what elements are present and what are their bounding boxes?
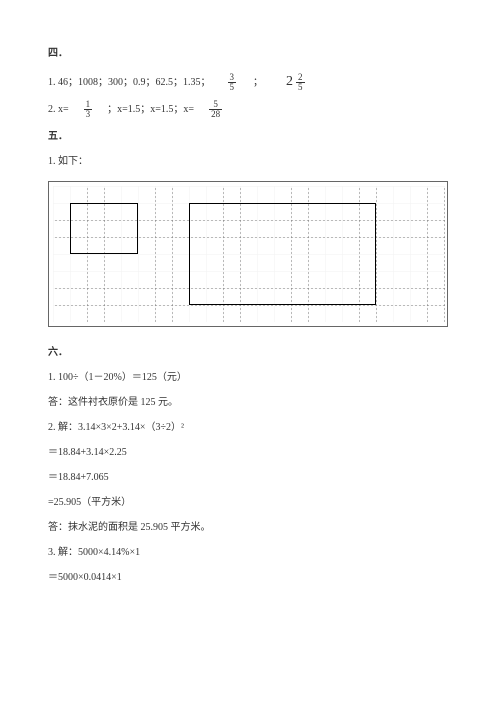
rect-large bbox=[189, 203, 376, 305]
s4-line2-b: ；x=1.5；x=1.5；x= bbox=[107, 104, 194, 115]
frac-den: 3 bbox=[84, 110, 93, 119]
s6-line: 答：这件衬衣原价是 125 元。 bbox=[48, 393, 452, 412]
mixed-whole: 2 bbox=[286, 69, 293, 96]
frac-den: 28 bbox=[209, 110, 222, 119]
s4-line1-text: 1. 46；1008；300；0.9；62.5；1.35； bbox=[48, 77, 211, 88]
s6-line: =25.905（平方米） bbox=[48, 493, 452, 512]
s6-line: ＝18.84+3.14×2.25 bbox=[48, 443, 452, 462]
s6-line: ＝18.84+7.065 bbox=[48, 468, 452, 487]
s6-line: ＝5000×0.0414×1 bbox=[48, 568, 452, 587]
fraction-3-5: 3 5 bbox=[228, 73, 237, 92]
fraction-5-28: 5 28 bbox=[209, 100, 222, 119]
section-4-title: 四． bbox=[48, 44, 452, 63]
s6-line: 1. 100÷（1－20%）＝125（元） bbox=[48, 368, 452, 387]
grid-container bbox=[48, 181, 448, 327]
section-6-title: 六． bbox=[48, 343, 452, 362]
fraction-2-5: 2 5 bbox=[296, 73, 305, 92]
s5-line-1: 1. 如下： bbox=[48, 152, 452, 171]
rect-small bbox=[70, 203, 138, 254]
frac-den: 5 bbox=[296, 83, 305, 92]
mixed-number: 2 2 5 bbox=[286, 69, 307, 96]
s6-line: 2. 解：3.14×3×2+3.14×（3÷2）² bbox=[48, 418, 452, 437]
s4-sep: ； bbox=[253, 77, 263, 88]
fraction-1-3: 1 3 bbox=[84, 100, 93, 119]
grid bbox=[53, 186, 445, 322]
s4-line2-a: 2. x= bbox=[48, 104, 69, 115]
s4-line-1: 1. 46；1008；300；0.9；62.5；1.35； 3 5 ； 2 2 … bbox=[48, 69, 452, 96]
s6-lines: 1. 100÷（1－20%）＝125（元） 答：这件衬衣原价是 125 元。 2. … bbox=[48, 368, 452, 587]
s6-line: 答：抹水泥的面积是 25.905 平方米。 bbox=[48, 518, 452, 537]
section-5-title: 五． bbox=[48, 127, 452, 146]
s4-line-2: 2. x= 1 3 ；x=1.5；x=1.5；x= 5 28 bbox=[48, 100, 452, 119]
s6-line: 3. 解：5000×4.14%×1 bbox=[48, 543, 452, 562]
frac-den: 5 bbox=[228, 83, 237, 92]
